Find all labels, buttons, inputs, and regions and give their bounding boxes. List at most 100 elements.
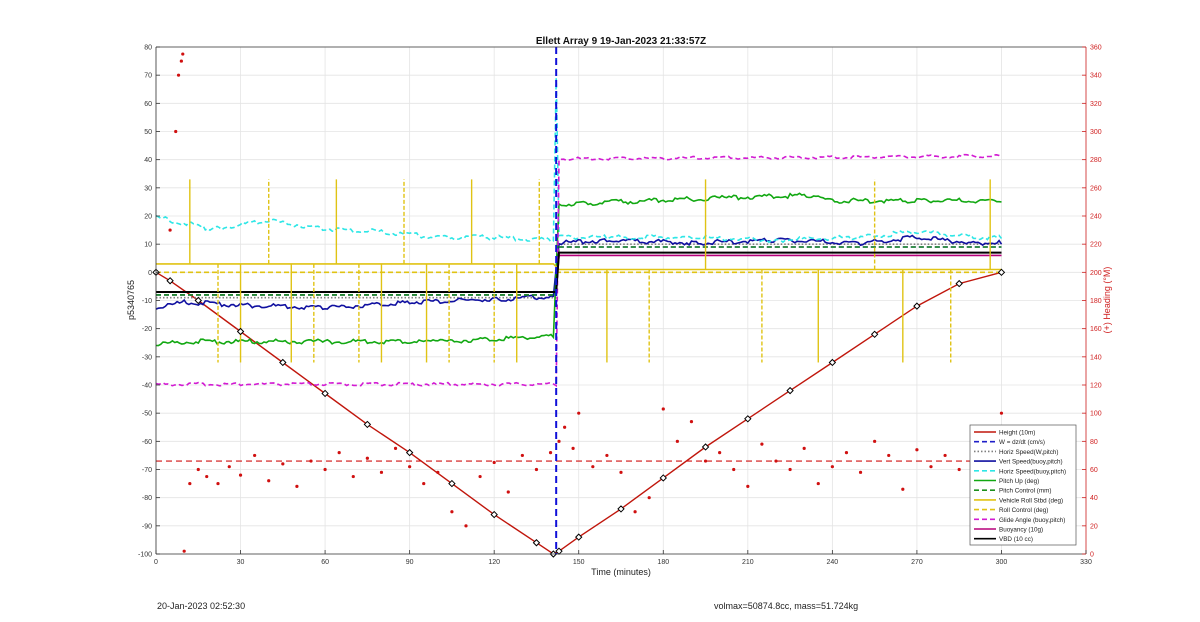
y-tick-label: 80: [144, 45, 152, 52]
legend-label: Roll Control (deg): [999, 507, 1048, 514]
x-tick-label: 210: [742, 559, 754, 566]
heading-point: [181, 52, 185, 56]
heading-point: [492, 460, 496, 465]
height-marker: [575, 533, 583, 541]
y-tick-label: 20: [144, 214, 152, 221]
height-marker: [701, 443, 710, 451]
legend-label: Vert Speed(buoy,pitch): [999, 459, 1063, 466]
y-tick-label: -30: [142, 354, 152, 361]
heading-point: [605, 453, 609, 458]
heading-point: [957, 467, 961, 472]
y2-tick-label: 140: [1090, 354, 1102, 361]
heading-point: [718, 451, 722, 455]
x-tick-label: 150: [573, 559, 585, 566]
heading-point: [238, 473, 243, 477]
heading-point: [675, 439, 679, 443]
heading-point: [216, 481, 220, 486]
height-marker: [236, 327, 245, 336]
y-tick-label: 60: [144, 101, 152, 108]
legend-box: [969, 424, 1077, 546]
heading-point: [732, 467, 736, 472]
x-tick-label: 300: [996, 559, 1008, 566]
x-tick-label: 0: [154, 559, 158, 566]
x-tick-label: 60: [321, 559, 329, 566]
heading-point: [548, 451, 553, 455]
series-height: [155, 271, 1002, 555]
legend-label: Glide Angle (buoy,pitch): [999, 517, 1065, 524]
x-tick-label: 330: [1080, 559, 1092, 566]
heading-point: [915, 448, 919, 452]
height-marker: [617, 505, 625, 513]
heading-point: [844, 451, 849, 455]
y2-tick-label: 120: [1090, 383, 1102, 390]
heading-point: [760, 442, 764, 446]
grid-layer: [155, 46, 1087, 555]
heading-point: [591, 465, 595, 469]
heading-point: [534, 467, 539, 472]
series-horiz_buoy: [155, 78, 1003, 244]
heading-point: [182, 549, 186, 553]
y-tick-label: -10: [142, 298, 152, 305]
heading-point: [830, 465, 834, 469]
y2-tick-label: 240: [1090, 214, 1102, 221]
series-horiz_w: [156, 243, 1002, 299]
y2-tick-label: 80: [1090, 439, 1098, 446]
heading-point: [873, 439, 877, 443]
heading-point: [619, 470, 623, 474]
series-vbd: [156, 251, 1002, 293]
footer-volmax-mass: volmax=50874.8cc, mass=51.724kg: [714, 601, 859, 611]
heading-point: [408, 465, 412, 469]
series-glide: [155, 153, 1002, 388]
legend-label: Pitch Control (mm): [999, 488, 1051, 495]
x-tick-label: 180: [657, 559, 669, 566]
x-tick-label: 90: [406, 559, 414, 566]
series-roll: [156, 263, 1002, 271]
heading-point: [281, 462, 285, 466]
height-marker: [997, 268, 1006, 277]
y2-tick-label: 220: [1090, 242, 1102, 249]
heading-point: [802, 446, 806, 450]
y-tick-label: 30: [144, 185, 152, 192]
x-tick-label: 120: [488, 559, 500, 566]
legend-label: W = dz/dt (cm/s): [999, 439, 1045, 446]
heading-point: [647, 496, 651, 500]
heading-point: [227, 465, 231, 469]
y-tick-label: -80: [142, 495, 152, 502]
height-marker: [532, 539, 541, 547]
heading-point: [689, 420, 694, 424]
y-tick-label: 70: [144, 73, 152, 80]
heading-point: [661, 407, 665, 411]
y-tick-label: 0: [148, 270, 152, 277]
y-tick-label: -60: [142, 439, 152, 446]
height-marker: [448, 479, 456, 488]
height-marker: [279, 358, 287, 367]
y2-tick-label: 40: [1090, 495, 1098, 502]
heading-point: [563, 425, 567, 429]
height-marker: [955, 279, 963, 288]
legend-label: Buoyancy (10g): [999, 527, 1043, 534]
heading-point: [379, 470, 384, 474]
y2-tick-label: 0: [1090, 552, 1094, 559]
height-marker: [405, 448, 414, 457]
y2-tick-label: 20: [1090, 523, 1098, 530]
heading-point: [943, 453, 947, 458]
heading-point: [520, 453, 524, 458]
legend-label: Horiz Speed(buoy,pitch): [999, 468, 1066, 475]
height-marker: [490, 510, 498, 519]
y2-tick-label: 200: [1090, 270, 1102, 277]
heading-point: [205, 474, 209, 479]
y-tick-label: -20: [142, 326, 152, 333]
heading-point: [506, 490, 510, 494]
heading-point: [450, 510, 454, 514]
y2-tick-label: 300: [1090, 129, 1102, 136]
heading-point: [929, 465, 933, 469]
heading-point: [464, 524, 468, 528]
y-axis-label: p5340765: [126, 280, 136, 320]
heading-point: [176, 73, 181, 77]
heading-point: [295, 484, 299, 488]
heading-point: [337, 451, 341, 455]
y2-tick-label: 100: [1090, 411, 1102, 418]
height-marker: [194, 296, 202, 305]
legend-label: Height (10m): [999, 430, 1035, 437]
heading-point: [816, 481, 820, 486]
